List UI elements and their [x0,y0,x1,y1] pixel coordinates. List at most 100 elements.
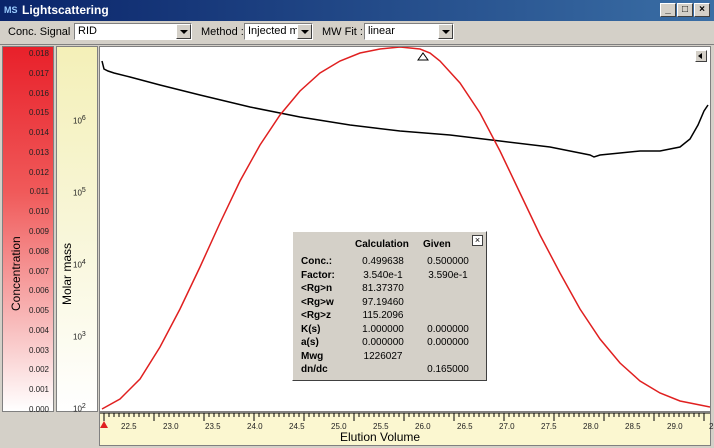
x-axis-tick-label: 27.5 [541,422,557,431]
x-axis-tick-label: 29.0 [667,422,683,431]
x-axis-tick-label: 24.5 [289,422,305,431]
molar-mass-tick-label: 105 [73,187,86,198]
collapse-arrow-icon[interactable] [695,50,707,62]
peak-marker[interactable] [417,52,429,61]
x-axis-tick-label: 26.5 [457,422,473,431]
results-row: K(s) 1.000000 0.000000 [293,324,488,337]
concentration-tick-label: 0.012 [28,167,49,177]
mw-fit-value: linear [368,25,395,37]
molar-mass-curve [101,60,709,158]
method-select[interactable]: Injected ma: [244,23,313,40]
tick-base: 10 [73,116,82,126]
molar-mass-tick-label: 102 [73,403,86,414]
results-key: K(s) [301,323,321,335]
concentration-tick-label: 0.005 [28,306,49,316]
calc-header: Calculation [355,239,409,250]
concentration-tick-label: 0.007 [28,266,49,276]
concentration-tick-label: 0.015 [28,108,49,118]
concentration-axis: 0.018 0.017 0.016 0.015 0.014 0.013 0.012 0.011… [2,46,54,414]
results-row: <Rg>z 115.2096 [293,310,488,323]
results-row: a(s) 0.000000 0.000000 [293,337,488,350]
x-axis-tick-label: 28.0 [583,422,599,431]
molar-mass-tick-label: 103 [73,331,86,342]
tick-base: 10 [73,188,82,198]
conc-signal-select[interactable]: RID [74,23,192,40]
conc-signal-value: RID [78,25,97,37]
tick-base: 10 [73,332,82,342]
results-key: a(s) [301,337,319,348]
results-row: <Rg>w 97.19460 [293,297,488,310]
mw-fit-select[interactable]: linear [364,23,454,40]
chevron-down-icon[interactable] [297,24,312,39]
results-key: <Rg>n [301,283,333,294]
concentration-tick-label: 0.002 [28,365,49,375]
concentration-tick-label: 0.011 [29,187,49,197]
x-axis-tick-label: 22.5 [121,422,137,431]
mw-fit-label: MW Fit : [322,26,363,38]
results-panel: Calculation Given × Conc.: 0.499638 0.5000… [292,231,487,381]
results-given: 0.165000 [427,364,469,375]
tick-base: 10 [73,404,82,414]
molar-mass-tick-label: 106 [73,115,86,126]
results-row: Factor: 3.540e-1 3.590e-1 [293,270,488,283]
x-axis-tick-label: 23.5 [205,422,221,431]
chevron-down-icon[interactable] [176,24,191,39]
method-label: Method : [201,26,244,38]
conc-signal-label: Conc. Signal : [8,26,77,38]
method-value: Injected ma: [248,25,298,37]
x-axis-tick-label: 25.5 [373,422,389,431]
results-key: Factor: [301,269,335,281]
concentration-tick-label: 0.010 [28,207,49,217]
results-calc: 115.2096 [362,310,404,321]
results-given: 3.590e-1 [428,269,468,281]
results-key: <Rg>w [301,296,334,308]
x-axis-tick-label: 26.0 [415,422,431,431]
concentration-tick-label: 0.006 [28,286,49,296]
x-axis-tick-label: 24.0 [247,422,263,431]
results-calc: 1.000000 [362,323,404,335]
results-key: Conc.: [301,256,333,267]
concentration-tick-label: 0.018 [28,49,49,58]
close-icon[interactable]: × [472,235,483,246]
molar-mass-tick-label: 104 [73,259,86,270]
results-row: Conc.: 0.499638 0.500000 [293,256,488,269]
maximize-button[interactable]: □ [677,3,693,17]
elution-volume-axis: 22.5 23.0 23.5 24.0 24.5 25.0 25.5 26.0 26.5 27.0… [99,412,714,446]
results-key: dn/dc [301,364,328,375]
x-axis-tick-label: 25.0 [331,422,347,431]
app-icon: MS [4,5,18,15]
concentration-tick-label: 0.008 [28,246,49,256]
x-axis-start-marker [100,421,108,428]
toolbar: Conc. Signal : RID Method : Injected ma:… [0,21,714,45]
results-row: Mwg 1226027 [293,351,488,364]
x-axis-tick-label: 23.0 [163,422,179,431]
concentration-tick-label: 0.009 [28,227,49,236]
concentration-axis-title: Concentration [9,236,23,311]
title-bar: MS Lightscattering _ □ × [0,0,714,21]
given-header: Given [423,239,451,250]
results-calc: 1226027 [363,350,403,362]
results-calc: 0.499638 [362,256,404,267]
close-button[interactable]: × [694,3,710,17]
window-title: Lightscattering [22,3,109,17]
results-given: 0.000000 [427,337,469,348]
concentration-tick-label: 0.013 [28,147,49,157]
minimize-button[interactable]: _ [660,3,676,17]
x-axis-ticks-svg [100,413,710,428]
tick-exponent: 6 [81,115,86,122]
concentration-tick-label: 0.003 [28,345,49,355]
results-key: <Rg>z [301,310,332,321]
concentration-tick-label: 0.000 [28,405,49,414]
chromatogram-plot[interactable]: Calculation Given × Conc.: 0.499638 0.5000… [99,46,711,412]
tick-base: 10 [73,260,82,270]
tick-exponent: 2 [81,403,86,410]
tick-exponent: 3 [81,331,86,338]
concentration-tick-label: 0.016 [28,88,49,98]
concentration-tick-label: 0.017 [28,68,49,78]
results-calc: 97.19460 [362,296,404,308]
chevron-down-icon[interactable] [438,24,453,39]
concentration-tick-label: 0.004 [28,325,49,335]
x-axis-tick-label: 27.0 [499,422,515,431]
molar-mass-axis: 106 105 104 103 102 Molar mass [56,46,98,414]
x-axis-tick-label: 28.5 [625,422,641,431]
